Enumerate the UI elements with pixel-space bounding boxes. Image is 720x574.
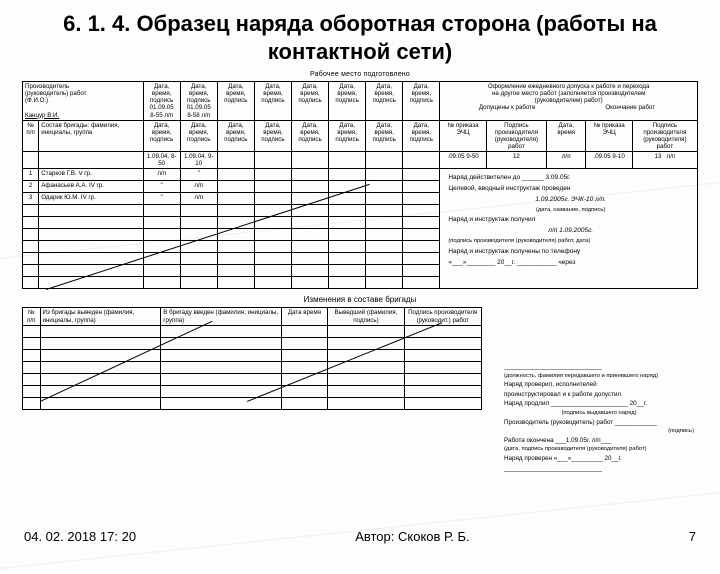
cell-rr: .09.05 9-50 [440,152,486,169]
hdr-dt: Дата, время, подпись [217,82,254,121]
right-notes-cell: Наряд действителен до ______ 3.09.05г. Ц… [440,169,698,289]
lh: В бригаду введен (фамилия, инициалы, гру… [161,308,282,325]
cell-dd: 1.09.04. 8-50 [143,152,180,169]
cell-rr: 12 [486,152,546,169]
hdr-dt2: Дата, время, подпись [180,120,217,152]
lower-table: № п/п Из бригады выведен (фамилия, иници… [22,307,482,409]
hdr-npp: № п/п [23,120,39,152]
hdr-brigade: Состав бригады: фамилия, инициалы, групп… [39,120,143,152]
lh: Дата время [281,308,327,325]
cell-rr: л/п [547,152,586,169]
footer-author: Автор: Скоков Р. Б. [355,529,469,544]
hdr-dt: Дата, время, подпись [403,82,440,121]
footer: 04. 02. 2018 17: 20 Автор: Скоков Р. Б. … [0,529,720,544]
hdr-r: № приказа ЭЧЦ [586,120,632,152]
footer-page: 7 [689,529,696,544]
lh: Выведший (фамилия, подпись) [328,308,405,325]
upper-table: Производитель (руководитель) работ (Ф.И.… [22,81,698,289]
hdr-r: Подпись производителя (руководителя) раб… [486,120,546,152]
hdr-r: Подпись производителя (руководителя) раб… [632,120,697,152]
footer-date: 04. 02. 2018 17: 20 [24,529,136,544]
hdr-dt: Дата, время, подпись 01.09.05 8-55 л/п [143,82,180,121]
hdr-producer: Производитель (руководитель) работ (Ф.И.… [23,82,144,121]
upper-block: Производитель (руководитель) работ (Ф.И.… [22,81,698,289]
table-row: 1 Старков Г.В. V гр. л/п " Наряд действи… [23,169,698,181]
hdr-dt: Дата, время, подпись [254,82,291,121]
hdr-dt2: Дата, время, подпись [329,120,366,152]
lh: № п/п [23,308,41,325]
hdr-dt: Дата, время, подпись 01.09.05 8-58 л/п [180,82,217,121]
page-title: 6. 1. 4. Образец наряда оборотная сторон… [40,10,680,65]
hdr-r: № приказа ЭЧЦ [440,120,486,152]
cell-dd: 1.09.04. 9-10 [180,152,217,169]
mid-title: Изменения в составе бригады [22,295,698,304]
lh: Подпись производителя (руководит.) работ [404,308,481,325]
hdr-dt2: Дата, время, подпись [217,120,254,152]
lower-block: № п/п Из бригады выведен (фамилия, иници… [22,307,698,409]
subheading: Рабочее место подготовлено [22,71,698,78]
hdr-dt2: Дата, время, подпись [143,120,180,152]
hdr-dt2: Дата, время, подпись [254,120,291,152]
hdr-dt2: Дата, время, подпись [291,120,328,152]
cell-rr: .09.05 9-10 [586,152,632,169]
hdr-dt: Дата, время, подпись [291,82,328,121]
hdr-wide: Оформление ежедневного допуска к работе … [440,82,698,121]
hdr-dt: Дата, время, подпись [329,82,366,121]
hdr-r: Дата, время [547,120,586,152]
lh: Из бригады выведен (фамилия, инициалы, г… [40,308,161,325]
hdr-dt: Дата, время, подпись [366,82,403,121]
hdr-dt2: Дата, время, подпись [403,120,440,152]
document-sheet: Рабочее место подготовлено Производитель… [0,71,720,410]
hdr-dt2: Дата, время, подпись [366,120,403,152]
cell-rr: 13 л/п [632,152,697,169]
